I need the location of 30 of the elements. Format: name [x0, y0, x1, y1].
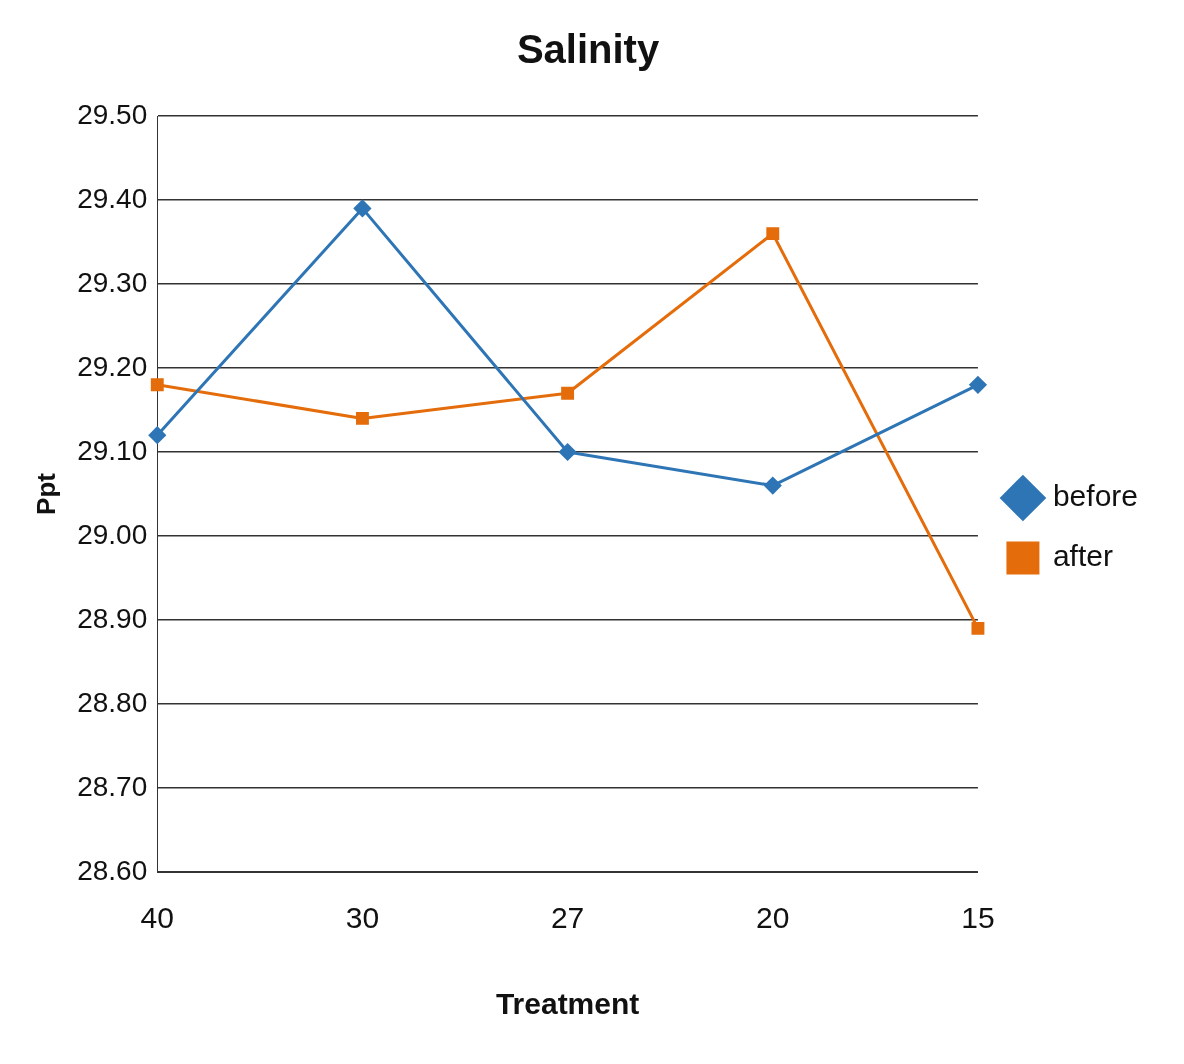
point — [355, 411, 369, 425]
point — [971, 621, 985, 635]
y-tick-label: 29.50 — [77, 98, 148, 130]
x-tick-label: 40 — [140, 901, 174, 935]
x-tick-label: 20 — [756, 901, 790, 935]
y-tick-label: 29.10 — [77, 434, 148, 466]
y-tick-label: 28.70 — [77, 770, 148, 802]
point — [353, 199, 371, 217]
chart-title: Salinity — [516, 27, 660, 72]
y-tick-label: 29.00 — [77, 518, 148, 550]
y-tick-label: 29.30 — [77, 266, 148, 298]
x-tick-label: 30 — [345, 901, 380, 935]
legend-label: before — [1052, 479, 1139, 513]
y-tick-label: 28.90 — [77, 602, 148, 634]
point — [766, 227, 780, 241]
point — [559, 443, 577, 461]
y-tick-label: 29.40 — [77, 182, 148, 214]
x-tick-label: 15 — [961, 901, 995, 935]
x-tick-label: 27 — [550, 901, 585, 935]
x-axis-title: Treatment — [495, 987, 640, 1021]
point — [561, 386, 575, 400]
y-tick-label: 28.80 — [77, 686, 148, 718]
y-axis-title: Ppt — [30, 472, 61, 515]
y-tick-label: 29.20 — [77, 350, 148, 382]
y-tick-label: 28.60 — [77, 854, 148, 886]
point — [148, 426, 166, 444]
point — [969, 376, 987, 394]
legend-label: after — [1052, 539, 1113, 573]
point — [150, 378, 164, 392]
point — [764, 477, 782, 495]
